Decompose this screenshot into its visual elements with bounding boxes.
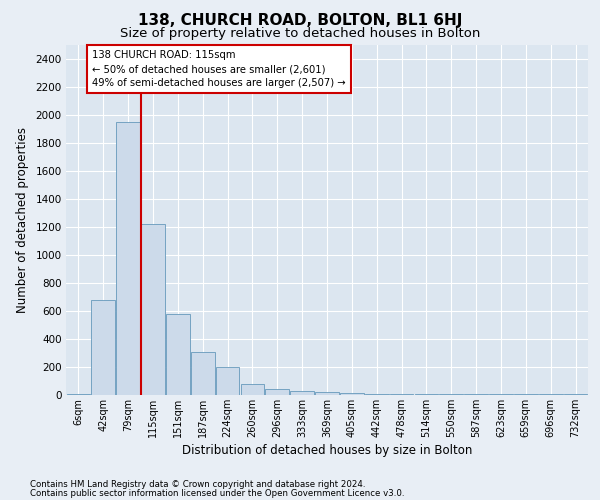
Text: Size of property relative to detached houses in Bolton: Size of property relative to detached ho… [120, 28, 480, 40]
Bar [365, 394, 389, 395]
Bar [340, 393, 364, 395]
Bar [439, 394, 463, 395]
Text: 138, CHURCH ROAD, BOLTON, BL1 6HJ: 138, CHURCH ROAD, BOLTON, BL1 6HJ [138, 12, 462, 28]
Bar [116, 122, 140, 395]
Bar [216, 367, 239, 395]
Bar [67, 394, 90, 395]
Bar [564, 394, 587, 395]
Bar [539, 394, 563, 395]
Bar [166, 314, 190, 395]
Bar [265, 390, 289, 395]
Bar [514, 394, 538, 395]
Bar [91, 300, 115, 395]
X-axis label: Distribution of detached houses by size in Bolton: Distribution of detached houses by size … [182, 444, 472, 457]
Bar [390, 394, 413, 395]
Text: Contains HM Land Registry data © Crown copyright and database right 2024.: Contains HM Land Registry data © Crown c… [30, 480, 365, 489]
Bar [141, 224, 165, 395]
Bar [464, 394, 488, 395]
Text: Contains public sector information licensed under the Open Government Licence v3: Contains public sector information licen… [30, 489, 404, 498]
Bar [241, 384, 264, 395]
Bar [315, 392, 339, 395]
Bar [415, 394, 438, 395]
Bar [191, 352, 215, 395]
Bar [489, 394, 513, 395]
Bar [290, 391, 314, 395]
Y-axis label: Number of detached properties: Number of detached properties [16, 127, 29, 313]
Text: 138 CHURCH ROAD: 115sqm
← 50% of detached houses are smaller (2,601)
49% of semi: 138 CHURCH ROAD: 115sqm ← 50% of detache… [92, 50, 346, 88]
